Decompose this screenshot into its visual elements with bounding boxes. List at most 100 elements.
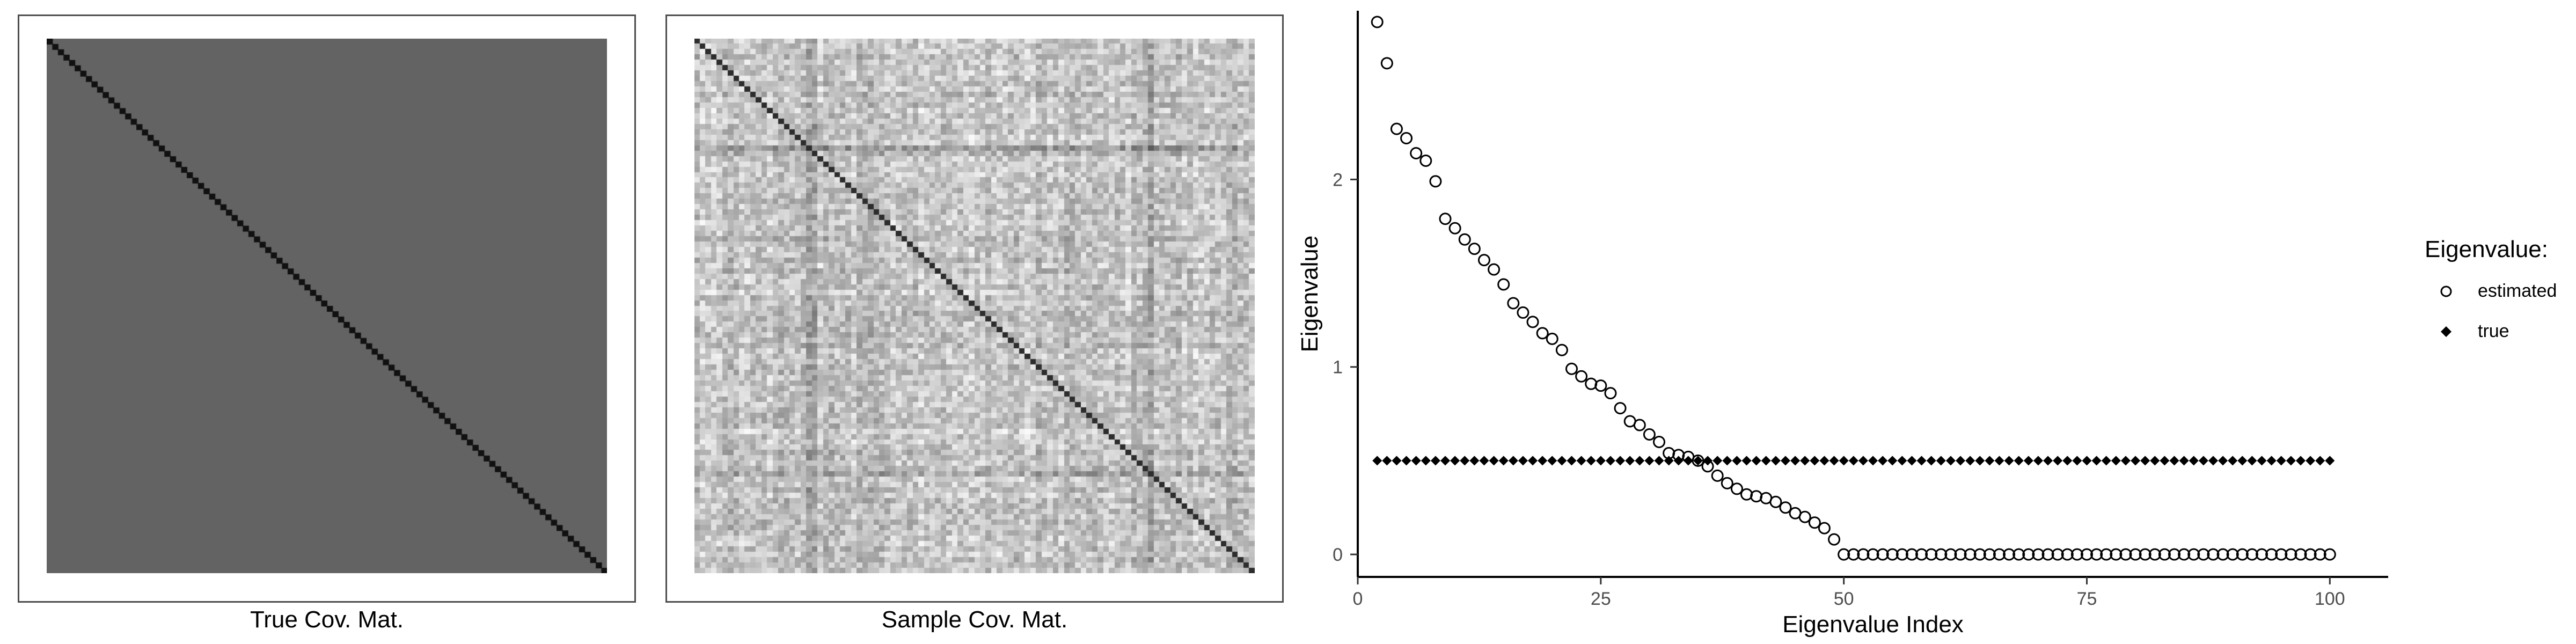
estimated-point xyxy=(1400,132,1413,145)
true-point xyxy=(1576,456,1586,466)
true-point xyxy=(1411,456,1421,466)
estimated-point xyxy=(2207,548,2220,561)
true-point xyxy=(1810,456,1820,466)
estimated-point xyxy=(1604,387,1617,400)
true-point xyxy=(1985,456,1995,466)
estimated-point xyxy=(2041,548,2054,561)
estimated-point xyxy=(2314,548,2326,561)
estimated-point xyxy=(1925,548,1938,561)
true-point xyxy=(1994,456,2004,466)
estimated-point xyxy=(2070,548,2083,561)
estimated-point xyxy=(1526,316,1539,328)
estimated-point xyxy=(2158,548,2171,561)
estimated-point xyxy=(1730,482,1743,495)
true-point xyxy=(1770,456,1781,466)
estimated-point xyxy=(1594,379,1607,392)
estimated-point xyxy=(2022,548,2035,561)
true-point xyxy=(1790,456,1801,466)
x-tick-label: 100 xyxy=(2315,589,2345,609)
true-point xyxy=(2062,456,2073,466)
sample-cov-heatmap xyxy=(694,39,1255,573)
estimated-point xyxy=(2323,548,2336,561)
true-point xyxy=(2120,456,2131,466)
true-point xyxy=(1654,456,1664,466)
estimated-point xyxy=(1886,548,1899,561)
estimated-point xyxy=(2197,548,2210,561)
true-point xyxy=(1625,456,1635,466)
estimated-point xyxy=(2178,548,2191,561)
true-point xyxy=(2315,456,2325,466)
true-cov-caption: True Cov. Mat. xyxy=(250,606,404,633)
estimated-point xyxy=(1828,533,1841,546)
true-point xyxy=(1945,456,1956,466)
true-point xyxy=(1868,456,1878,466)
estimated-point xyxy=(1905,548,1918,561)
estimated-point xyxy=(2080,548,2093,561)
true-point xyxy=(2160,456,2170,466)
true-point xyxy=(2295,456,2306,466)
estimated-point xyxy=(1410,147,1423,159)
estimated-point xyxy=(2119,548,2132,561)
true-point xyxy=(1732,456,1742,466)
true-point xyxy=(2082,456,2092,466)
true-point xyxy=(1713,456,1723,466)
true-point xyxy=(1722,456,1732,466)
legend-true-label: true xyxy=(2478,321,2509,341)
estimated-point xyxy=(1380,57,1393,70)
estimated-point xyxy=(2168,548,2181,561)
true-point xyxy=(1956,456,1966,466)
estimated-point xyxy=(1721,477,1733,489)
estimated-point xyxy=(1973,548,1986,561)
estimated-point xyxy=(1692,454,1704,467)
estimated-point xyxy=(1857,548,1870,561)
true-point xyxy=(1761,456,1771,466)
true-point xyxy=(2023,456,2033,466)
estimated-point xyxy=(1964,548,1977,561)
x-tick-label: 75 xyxy=(2077,589,2097,609)
estimated-point xyxy=(2061,548,2074,561)
true-point xyxy=(1780,456,1790,466)
estimated-point xyxy=(1944,548,1957,561)
true-point xyxy=(1460,456,1470,466)
true-point xyxy=(1936,456,1946,466)
estimated-point xyxy=(2032,548,2045,561)
estimated-point xyxy=(1779,501,1792,514)
estimated-point xyxy=(1429,175,1442,188)
true-point xyxy=(2111,456,2121,466)
true-point xyxy=(1430,456,1440,466)
true-point xyxy=(1401,456,1411,466)
true-point xyxy=(2247,456,2257,466)
true-point xyxy=(1907,456,1917,466)
estimated-point xyxy=(1507,297,1520,310)
true-point xyxy=(1392,456,1402,466)
estimated-point xyxy=(1468,243,1481,255)
estimated-point xyxy=(1575,370,1588,383)
true-point xyxy=(1596,456,1606,466)
true-point xyxy=(1479,456,1489,466)
y-tick-label: 2 xyxy=(1333,170,1343,190)
estimated-point xyxy=(1653,435,1666,448)
true-point xyxy=(1644,456,1655,466)
true-point xyxy=(1887,456,1898,466)
true-point xyxy=(1819,456,1829,466)
true-point xyxy=(2053,456,2063,466)
legend-title: Eigenvalue: xyxy=(2425,236,2548,262)
true-point xyxy=(2072,456,2082,466)
true-point xyxy=(1829,456,1839,466)
estimated-point xyxy=(1517,306,1529,319)
estimated-point xyxy=(1419,154,1432,167)
true-point xyxy=(2208,456,2218,466)
true-point xyxy=(2033,456,2043,466)
true-point xyxy=(2306,456,2316,466)
true-point xyxy=(1469,456,1480,466)
estimated-point xyxy=(1915,548,1928,561)
estimated-point xyxy=(1818,522,1831,535)
true-point xyxy=(1508,456,1518,466)
true-point xyxy=(2043,456,2053,466)
true-point xyxy=(1382,456,1392,466)
estimated-point xyxy=(2304,548,2317,561)
true-point xyxy=(1800,456,1810,466)
true-point xyxy=(1693,456,1703,466)
estimated-point xyxy=(1808,516,1821,529)
